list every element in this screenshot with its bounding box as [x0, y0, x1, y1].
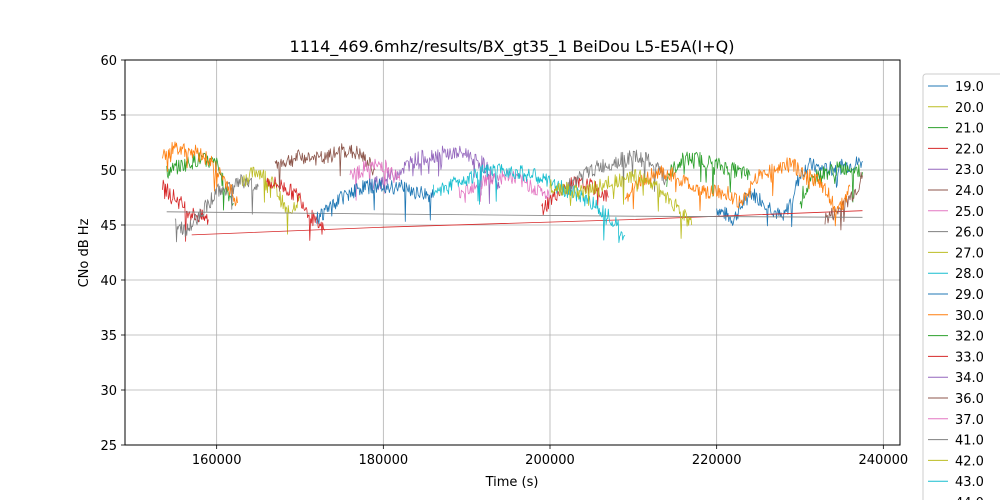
series-line-21.0: [166, 152, 234, 211]
chart-title: 1114_469.6mhz/results/BX_gt35_1 BeiDou L…: [290, 37, 735, 57]
series-line-20.0: [241, 166, 301, 235]
legend-label: 43.0: [955, 475, 984, 490]
x-tick-label: 200000: [525, 453, 575, 468]
x-tick-label: 160000: [192, 453, 242, 468]
series-line-25.0: [349, 158, 401, 201]
y-axis-label: CNo dB Hz: [77, 218, 92, 287]
legend-label: 33.0: [955, 350, 984, 365]
series-line-22.0: [191, 210, 863, 236]
legend-label: 21.0: [955, 122, 984, 137]
series-line-30.0: [162, 141, 238, 207]
legend-label: 42.0: [955, 454, 984, 469]
legend-label: 37.0: [955, 413, 984, 428]
legend-label: 26.0: [955, 226, 984, 241]
series-line-19.0: [716, 156, 863, 228]
legend-label: 22.0: [955, 142, 984, 157]
legend-label: 25.0: [955, 205, 984, 220]
y-tick-label: 25: [100, 439, 117, 454]
x-axis-label: Time (s): [485, 475, 539, 490]
series-line-26.0: [174, 174, 259, 243]
legend-label: 29.0: [955, 288, 984, 303]
y-tick-label: 45: [100, 219, 117, 234]
y-tick-label: 50: [100, 164, 117, 179]
legend-label: 27.0: [955, 246, 984, 261]
series-line-28.0: [432, 163, 626, 243]
x-tick-label: 220000: [692, 453, 742, 468]
legend-label: 44.0: [955, 496, 984, 500]
legend-label: 28.0: [955, 267, 984, 282]
series-line-26.0: [566, 149, 668, 194]
series-line-24.0: [824, 171, 863, 231]
plot-area: 160000 180000 200000 220000 240000 25 30 35 40 45…: [100, 54, 908, 468]
legend-label: 36.0: [955, 392, 984, 407]
series-line-24.0: [274, 143, 376, 192]
y-tick-label: 40: [100, 274, 117, 289]
legend-box: [922, 73, 1000, 500]
series-line-42.0: [549, 169, 693, 239]
legend-label: 20.0: [955, 101, 984, 116]
series-line-22.0: [266, 176, 326, 241]
legend: 19.0 20.0 21.0 22.0 23.0 24.0 25.0 26.0 27.0 28.0…: [922, 73, 1000, 500]
axes-frame: [124, 59, 901, 446]
legend-label: 23.0: [955, 163, 984, 178]
y-tick-label: 35: [100, 329, 117, 344]
series-line-25.0: [457, 169, 551, 203]
y-tick-label: 60: [100, 54, 117, 69]
series-line-21.0: [666, 151, 751, 197]
legend-label: 19.0: [955, 80, 984, 95]
series-line-29.0: [316, 178, 434, 225]
legend-label: 41.0: [955, 434, 984, 449]
x-tick-label: 180000: [359, 453, 409, 468]
series-line-30.0: [624, 157, 851, 227]
legend-label: 30.0: [955, 309, 984, 324]
legend-label: 34.0: [955, 371, 984, 386]
x-tick-label: 240000: [859, 453, 909, 468]
y-tick-label: 55: [100, 109, 117, 124]
series-line-21.0: [799, 161, 863, 209]
y-tick-label: 30: [100, 384, 117, 399]
series-line-26.0: [166, 211, 863, 218]
legend-label: 32.0: [955, 330, 984, 345]
legend-label: 24.0: [955, 184, 984, 199]
series-line-22.0: [162, 179, 209, 242]
